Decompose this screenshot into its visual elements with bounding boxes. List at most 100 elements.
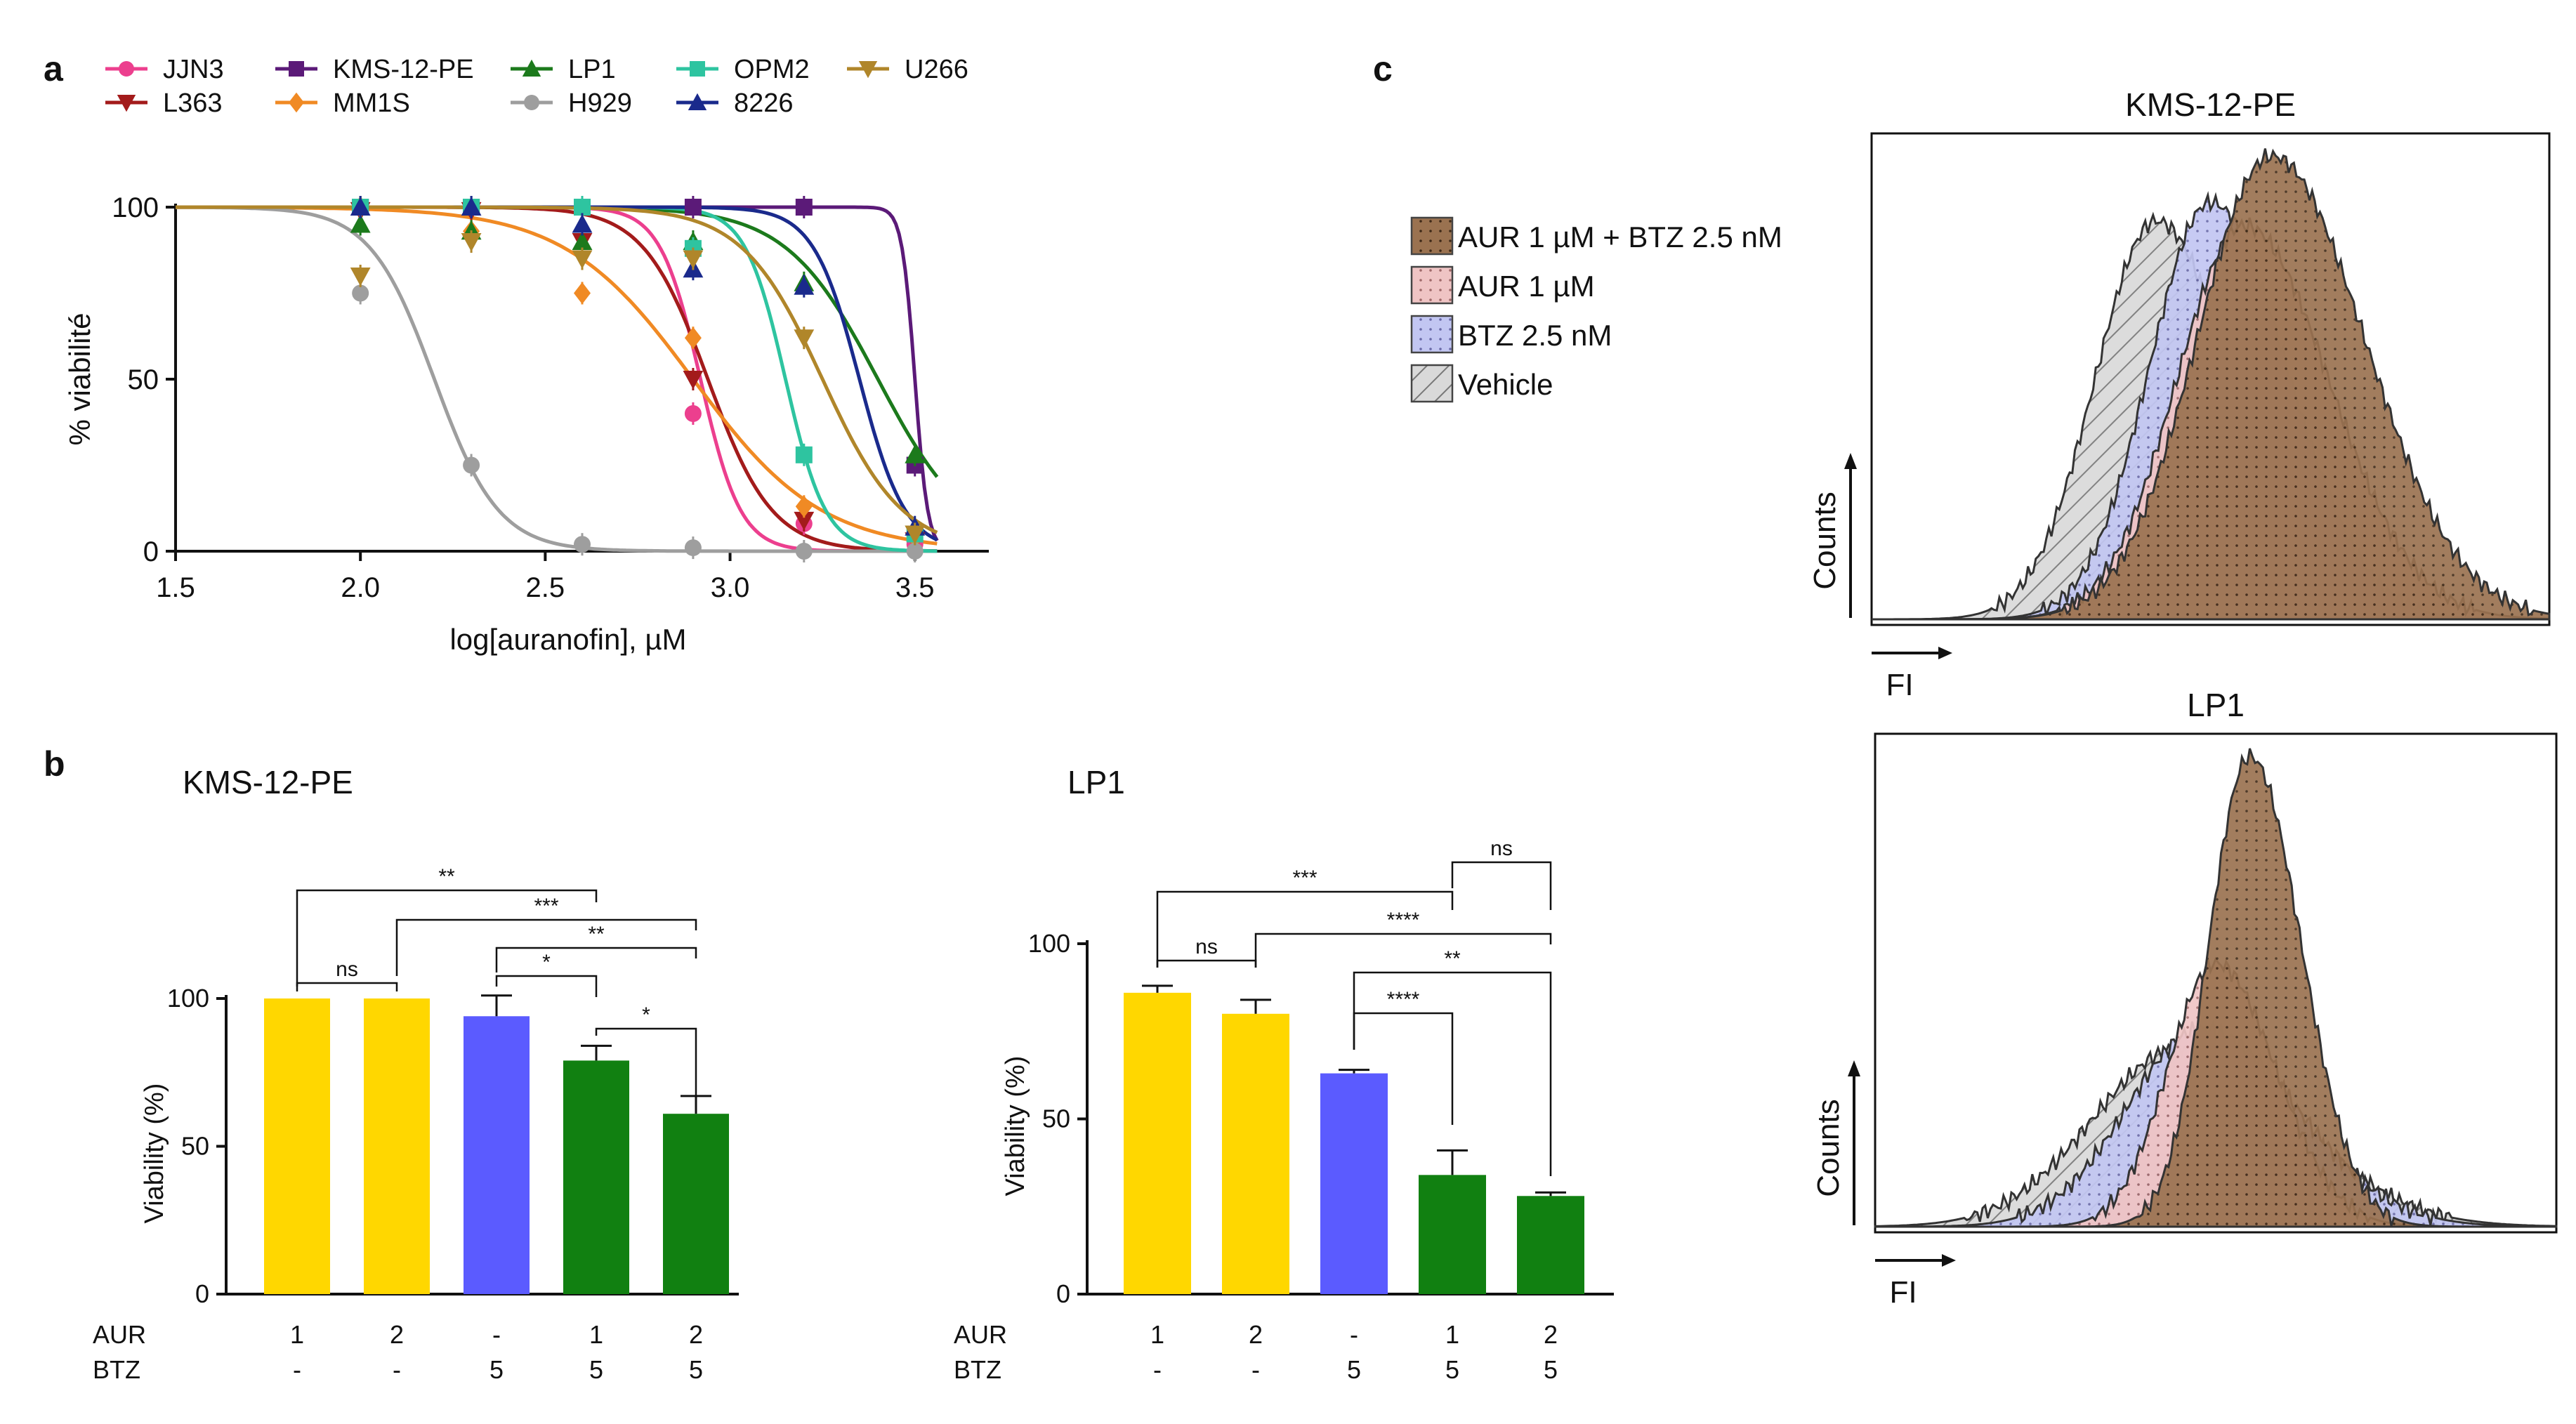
curve-kms-12-pe <box>176 205 939 542</box>
y-axis-title: % viabilité <box>63 312 96 445</box>
legend-label-8226: 8226 <box>734 88 794 118</box>
significance-bracket <box>1353 1012 1454 1125</box>
btz-value: 5 <box>489 1355 504 1384</box>
point-u266 <box>683 250 704 269</box>
counts-arrow-head <box>1844 453 1857 469</box>
point-8226 <box>461 197 482 216</box>
y-tick-label: 0 <box>143 536 159 567</box>
point-h929 <box>906 543 924 560</box>
point-kms-12-pe <box>795 199 813 216</box>
y-tick-label: 100 <box>112 192 159 223</box>
bar <box>1320 1073 1388 1294</box>
aur-value: - <box>492 1320 501 1349</box>
row-label-btz: BTZ <box>954 1355 1001 1384</box>
bar <box>464 1016 530 1294</box>
point-u266 <box>794 329 815 348</box>
point-h929 <box>463 456 480 474</box>
aur-value: 1 <box>1445 1320 1459 1349</box>
hist-title: KMS-12-PE <box>2125 86 2296 123</box>
btz-value: 5 <box>1445 1355 1459 1384</box>
legend-marker-u266 <box>858 61 878 79</box>
significance-bracket <box>1451 861 1552 910</box>
curve-u266 <box>176 205 938 534</box>
lp1-bar-chart: LP1 0 50 100 Viability (%) AUR BTZ 1 - 2 - - 5 1 5 2 5 ns… <box>954 764 1614 1384</box>
y-tick-label: 50 <box>1042 1105 1070 1133</box>
point-u266 <box>461 233 482 252</box>
legend-marker-h929 <box>524 95 539 110</box>
y-tick-label: 100 <box>1028 929 1070 958</box>
bar <box>264 998 330 1294</box>
legend-label-u266: U266 <box>905 55 968 84</box>
fi-arrow-head <box>1938 647 1952 659</box>
dose-response-points <box>350 196 926 562</box>
point-jjn3 <box>684 405 702 422</box>
hist-legend-swatch-vehicle <box>1410 364 1454 403</box>
hist-legend-swatch-aur-1-m <box>1410 265 1454 305</box>
hist-legend-label-aur-1-m-btz-2-5-nm: AUR 1 µM + BTZ 2.5 nM <box>1458 220 1782 253</box>
curve-lp1 <box>176 205 939 478</box>
panel-letter-c: c <box>1373 49 1393 88</box>
significance-label: ** <box>438 865 455 888</box>
legend-marker-l363 <box>117 95 136 112</box>
point-kms-12-pe <box>684 199 702 216</box>
aur-value: 2 <box>390 1320 404 1349</box>
row-label-aur: AUR <box>954 1320 1007 1349</box>
dose-response-legend: JJN3 KMS-12-PE LP1 OPM2 U266 L363 MM1S H929 8226 <box>105 55 968 118</box>
point-h929 <box>795 543 813 560</box>
counts-label: Counts <box>1808 492 1842 589</box>
bar-chart-title: LP1 <box>1067 764 1125 800</box>
point-h929 <box>684 539 702 557</box>
point-mm1s <box>574 282 591 305</box>
y-tick-label: 0 <box>1056 1279 1070 1308</box>
point-u266 <box>572 250 593 269</box>
legend-marker-kms-12-pe <box>289 61 304 77</box>
significance-bracket <box>395 918 697 976</box>
point-l363 <box>794 511 815 531</box>
y-tick-label: 100 <box>167 984 209 1013</box>
point-h929 <box>574 536 591 553</box>
y-tick-label: 50 <box>181 1132 209 1161</box>
aur-value: 1 <box>589 1320 603 1349</box>
x-tick-label: 2.0 <box>341 572 380 603</box>
significance-bracket <box>1156 959 1257 968</box>
hist-title: LP1 <box>2187 687 2245 723</box>
btz-value: 5 <box>1544 1355 1558 1384</box>
point-l363 <box>683 371 704 390</box>
hist-legend-label-aur-1-m: AUR 1 µM <box>1458 270 1595 303</box>
row-label-btz: BTZ <box>93 1355 140 1384</box>
point-mm1s <box>684 327 702 349</box>
significance-label: ** <box>1444 947 1461 970</box>
bar <box>1517 1196 1584 1294</box>
bar <box>1419 1175 1486 1294</box>
point-lp1 <box>350 214 371 233</box>
legend-label-kms-12-pe: KMS-12-PE <box>333 55 474 84</box>
significance-label: * <box>542 951 551 974</box>
significance-label: *** <box>534 895 558 918</box>
bar <box>364 998 430 1294</box>
point-8226 <box>794 276 815 295</box>
hist-legend-label-vehicle: Vehicle <box>1458 368 1553 401</box>
significance-bracket <box>595 1027 697 1099</box>
dose-response-chart: JJN3 KMS-12-PE LP1 OPM2 U266 L363 MM1S H929 8226… <box>63 55 989 656</box>
hist-legend-label-btz-2-5-nm: BTZ 2.5 nM <box>1458 319 1612 352</box>
significance-bracket <box>296 982 398 991</box>
y-tick-label: 50 <box>128 364 159 395</box>
row-label-aur: AUR <box>93 1320 146 1349</box>
legend-label-jjn3: JJN3 <box>163 55 224 84</box>
significance-label: ns <box>336 958 358 981</box>
significance-bracket <box>495 947 697 973</box>
aur-value: 2 <box>1544 1320 1558 1349</box>
point-mm1s <box>795 495 813 517</box>
point-opm2 <box>795 446 813 463</box>
point-u266 <box>905 525 926 544</box>
panel-letter-a: a <box>44 49 64 88</box>
significance-bracket <box>1254 932 1552 968</box>
bar <box>663 1114 729 1294</box>
bar-chart-title: KMS-12-PE <box>183 764 353 800</box>
counts-label: Counts <box>1811 1099 1846 1196</box>
significance-label: * <box>642 1003 650 1027</box>
kms12pe-histogram: KMS-12-PE Counts FI <box>1808 86 2551 702</box>
significance-bracket <box>296 889 598 987</box>
curve-mm1s <box>176 205 938 546</box>
